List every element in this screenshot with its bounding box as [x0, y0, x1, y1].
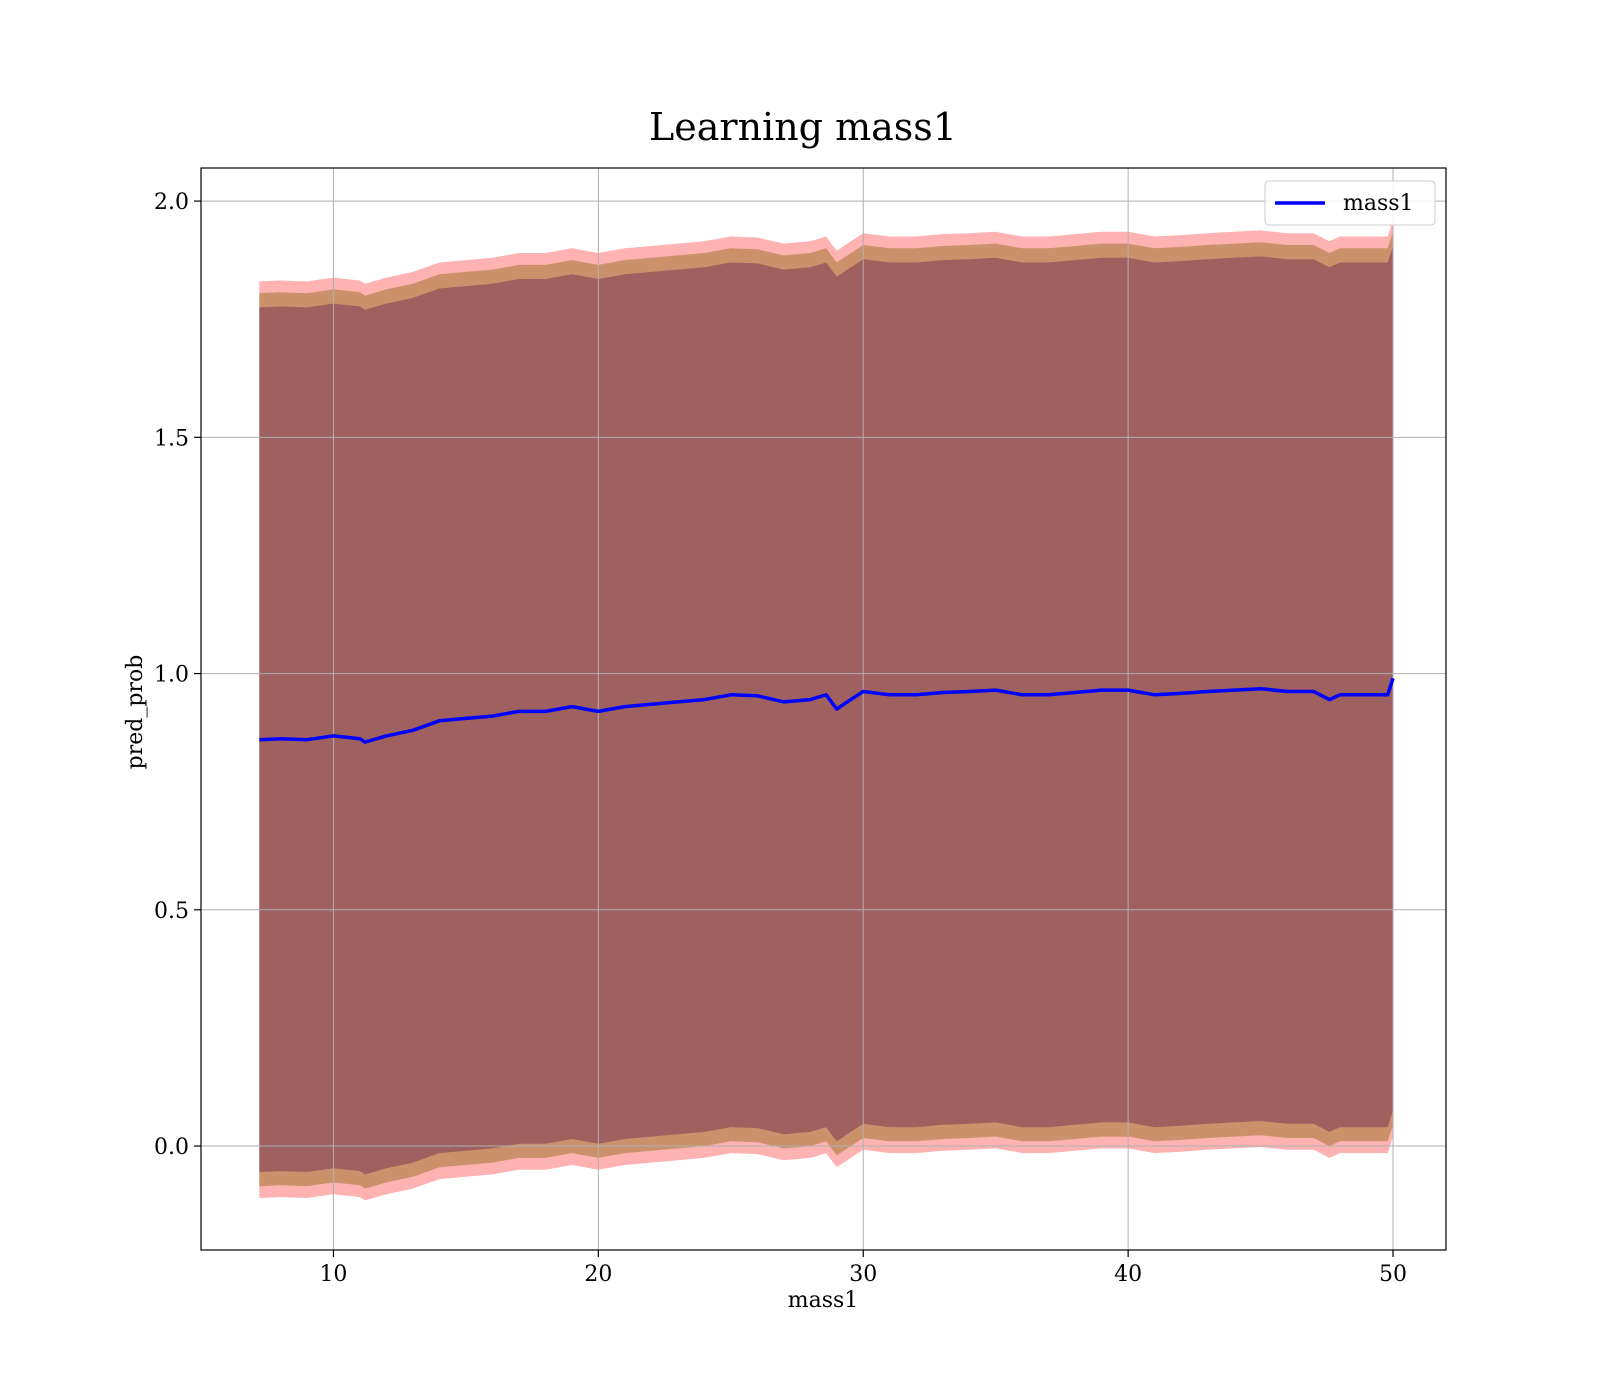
series-line-mass1 [259, 677, 1395, 744]
legend-label-mass1: mass1 [1343, 191, 1414, 216]
grid [201, 168, 1446, 1250]
x-tick-label: 10 [319, 1262, 347, 1287]
y-tick-label: 1.0 [154, 663, 189, 688]
x-tick-label: 50 [1379, 1262, 1407, 1287]
x-tick-label: 20 [584, 1262, 612, 1287]
legend-box [1264, 180, 1436, 226]
confidence-bands [259, 220, 1393, 1201]
y-tick-label: 2.0 [154, 190, 189, 215]
y-axis-label: pred_prob [123, 655, 148, 770]
x-tick-label: 40 [1114, 1262, 1142, 1287]
y-tick-label: 1.5 [154, 426, 189, 451]
legend: mass1 [1264, 180, 1436, 226]
y-axis-ticks: 0.0 0.5 1.0 1.5 2.0 [154, 190, 201, 1160]
series-lines [259, 677, 1395, 744]
chart-title: Learning mass1 [649, 105, 957, 149]
x-axis-label: mass1 [788, 1288, 859, 1313]
x-tick-label: 30 [849, 1262, 877, 1287]
band-inner [259, 246, 1393, 1175]
x-axis-ticks: 10 20 30 40 50 [319, 1250, 1407, 1287]
y-tick-label: 0.0 [154, 1135, 189, 1160]
plot-frame [200, 167, 1447, 1251]
y-tick-label: 0.5 [154, 899, 189, 924]
